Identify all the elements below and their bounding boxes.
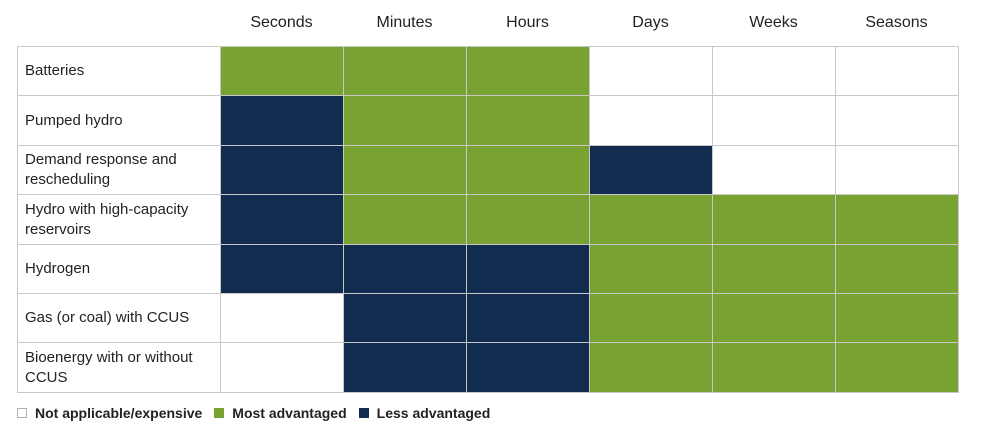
matrix-cell-less [343, 342, 467, 393]
row-label-cell: Gas (or coal) with CCUS [17, 293, 221, 343]
row-label-cell: Hydrogen [17, 244, 221, 294]
matrix-cell-most [343, 194, 467, 245]
matrix-cell-most [589, 293, 713, 343]
row-label: Demand response and rescheduling [25, 151, 177, 188]
legend-item-less: Less advantaged [358, 405, 491, 421]
column-header-seasons: Seasons [865, 14, 928, 31]
row-label-cell: Demand response and rescheduling [17, 145, 221, 195]
matrix-cell-most [712, 244, 836, 294]
legend: Not applicable/expensive Most advantaged L… [17, 403, 502, 423]
matrix-cell-less [220, 244, 344, 294]
row-label-cell: Hydro with high-capacity reservoirs [17, 194, 221, 245]
matrix-cell-na [712, 46, 836, 96]
matrix-cell-most [712, 342, 836, 393]
legend-swatch-most [214, 408, 225, 418]
matrix-cell-less [466, 293, 590, 343]
column-header-seconds: Seconds [250, 14, 313, 31]
row-label: Hydro with high-capacity reservoirs [25, 200, 189, 238]
matrix-cell-most [220, 46, 344, 96]
matrix-cell-most [343, 145, 467, 195]
matrix-cell-most [343, 46, 467, 96]
column-header-hours: Hours [506, 14, 549, 31]
matrix-cell-less [466, 244, 590, 294]
matrix-cell-most [343, 95, 467, 146]
matrix-cell-most [589, 342, 713, 393]
row-label-cell: Pumped hydro [17, 95, 221, 146]
matrix-cell-most [466, 145, 590, 195]
row-label: Batteries [25, 62, 85, 79]
row-label: Hydrogen [25, 260, 91, 277]
matrix-cell-na [712, 95, 836, 146]
matrix-cell-na [835, 95, 959, 146]
matrix-cell-less [589, 145, 713, 195]
matrix-cell-na [712, 145, 836, 195]
column-header-minutes: Minutes [376, 14, 433, 31]
matrix-cell-most [589, 244, 713, 294]
row-label-cell: Bioenergy with or without CCUS [17, 342, 221, 393]
matrix-cell-less [343, 293, 467, 343]
matrix-cell-most [835, 342, 959, 393]
matrix-cell-na [835, 145, 959, 195]
column-header-weeks: Weeks [749, 14, 798, 31]
legend-swatch-less [358, 408, 369, 418]
matrix-cell-most [589, 194, 713, 245]
matrix-cell-most [466, 46, 590, 96]
legend-label-less: Less advantaged [376, 405, 491, 421]
row-label: Pumped hydro [25, 111, 123, 129]
matrix-cell-na [589, 95, 713, 146]
matrix-cell-most [835, 244, 959, 294]
matrix-cell-na [589, 46, 713, 96]
row-label-cell: Batteries [17, 46, 221, 96]
row-label: Bioenergy with or without CCUS [25, 348, 193, 386]
column-header-days: Days [632, 14, 669, 31]
matrix-cell-most [466, 194, 590, 245]
matrix-cell-most [835, 293, 959, 343]
matrix-cell-most [466, 95, 590, 146]
matrix-cell-na [220, 342, 344, 393]
matrix-cell-na [220, 293, 344, 343]
matrix-cell-most [835, 194, 959, 245]
row-label: Gas (or coal) with CCUS [25, 309, 190, 326]
legend-item-na: Not applicable/expensive [17, 405, 202, 421]
matrix-cell-most [712, 194, 836, 245]
legend-swatch-na [17, 408, 27, 418]
matrix-cell-less [220, 95, 344, 146]
matrix-cell-less [220, 194, 344, 245]
matrix-cell-less [466, 342, 590, 393]
matrix-cell-less [343, 244, 467, 294]
legend-item-most: Most advantaged [214, 405, 347, 421]
legend-label-na: Not applicable/expensive [35, 405, 203, 421]
matrix-cell-less [220, 145, 344, 195]
matrix-cell-na [835, 46, 959, 96]
legend-label-most: Most advantaged [232, 405, 347, 421]
matrix-cell-most [712, 293, 836, 343]
